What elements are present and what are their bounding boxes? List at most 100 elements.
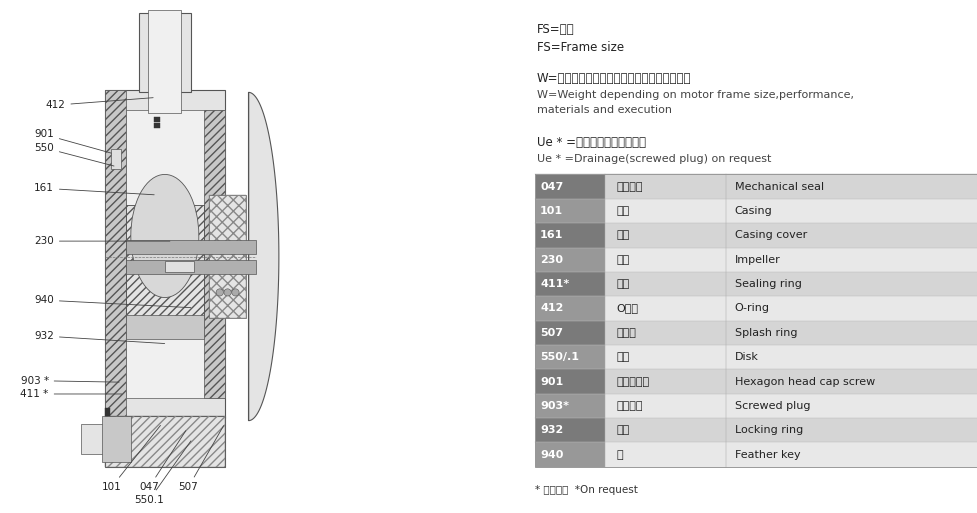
Bar [605, 174, 725, 199]
Bar [725, 418, 977, 442]
Bar [725, 199, 977, 223]
Bar [148, 10, 181, 113]
Text: 550.1: 550.1 [134, 441, 191, 505]
Text: 411 *: 411 * [21, 389, 121, 399]
Text: 550/.1: 550/.1 [539, 352, 578, 362]
Text: 901: 901 [34, 129, 111, 153]
Text: 旋轉環: 旋轉環 [616, 328, 636, 338]
Bar [105, 416, 225, 467]
Bar [534, 345, 605, 369]
Bar [534, 394, 605, 418]
Ellipse shape [131, 174, 198, 298]
Bar [125, 315, 204, 339]
Bar [534, 272, 605, 296]
Bar [111, 149, 121, 169]
Text: Splash ring: Splash ring [734, 328, 796, 338]
Text: 葉輪: 葉輪 [616, 255, 629, 265]
Bar [125, 205, 204, 318]
Text: Sealing ring: Sealing ring [734, 279, 801, 289]
Text: 411*: 411* [539, 279, 569, 289]
Text: Screwed plug: Screwed plug [734, 401, 809, 411]
Text: FS=Frame size: FS=Frame size [536, 41, 623, 54]
Text: FS=框號: FS=框號 [536, 23, 573, 36]
Text: 161: 161 [539, 230, 563, 240]
Text: 墊片: 墊片 [616, 352, 629, 362]
Text: 101: 101 [539, 206, 563, 216]
Bar [725, 321, 977, 345]
Text: 903 *: 903 * [21, 376, 119, 386]
Text: Ue * =Drainage(screwed plug) on request: Ue * =Drainage(screwed plug) on request [536, 154, 771, 164]
Text: Hexagon head cap screw: Hexagon head cap screw [734, 377, 874, 386]
Text: 047: 047 [139, 431, 186, 492]
Bar [534, 248, 605, 272]
Bar [534, 174, 977, 467]
Text: 047: 047 [539, 182, 563, 191]
Text: 機械軸封: 機械軸封 [616, 182, 642, 191]
Bar [105, 408, 109, 416]
Bar [139, 13, 191, 92]
Text: 940: 940 [34, 295, 191, 308]
Text: Mechanical seal: Mechanical seal [734, 182, 823, 191]
Bar [154, 123, 159, 128]
Text: 230: 230 [34, 236, 170, 246]
Ellipse shape [224, 289, 231, 296]
Bar [605, 321, 725, 345]
Text: Impeller: Impeller [734, 255, 780, 265]
Bar [125, 240, 256, 254]
Text: 412: 412 [539, 304, 563, 313]
Text: Locking ring: Locking ring [734, 425, 802, 435]
Text: 101: 101 [102, 425, 160, 492]
Text: 230: 230 [539, 255, 563, 265]
Bar [105, 90, 225, 418]
Text: Disk: Disk [734, 352, 758, 362]
Bar [725, 174, 977, 199]
Text: materials and execution: materials and execution [536, 105, 671, 115]
Text: O-ring: O-ring [734, 304, 769, 313]
Bar [534, 418, 605, 442]
Bar [125, 205, 204, 318]
Bar [605, 369, 725, 394]
Bar [165, 261, 193, 272]
Text: 六角頭螺絲: 六角頭螺絲 [616, 377, 649, 386]
Ellipse shape [232, 289, 238, 296]
Bar [725, 272, 977, 296]
Text: Casing: Casing [734, 206, 772, 216]
Bar [209, 195, 245, 318]
Bar [204, 110, 225, 398]
Bar [605, 248, 725, 272]
Text: 412: 412 [46, 97, 153, 110]
Text: Ue * =排水（螺栓）根據需求: Ue * =排水（螺栓）根據需求 [536, 136, 645, 149]
Bar [605, 345, 725, 369]
Bar [725, 442, 977, 467]
Bar [534, 442, 605, 467]
Text: Feather key: Feather key [734, 450, 799, 460]
Bar [605, 199, 725, 223]
Text: 550: 550 [34, 143, 114, 166]
Text: 卡環: 卡環 [616, 425, 629, 435]
Bar [725, 345, 977, 369]
Bar [725, 369, 977, 394]
Bar [605, 418, 725, 442]
Bar [154, 117, 159, 122]
Text: 螺紋旋塞: 螺紋旋塞 [616, 401, 642, 411]
Polygon shape [248, 92, 278, 421]
Text: W=重量，重量取決于馬達的框號，性能和材質: W=重量，重量取決于馬達的框號，性能和材質 [536, 72, 691, 85]
Bar [534, 199, 605, 223]
Bar [725, 394, 977, 418]
Bar [102, 416, 131, 462]
Text: W=Weight depending on motor frame size,performance,: W=Weight depending on motor frame size,p… [536, 90, 853, 100]
Text: * 依據需求  *On request: * 依據需求 *On request [534, 485, 637, 495]
Bar [725, 248, 977, 272]
Ellipse shape [216, 289, 223, 296]
Text: 901: 901 [539, 377, 563, 386]
Bar [125, 110, 225, 398]
Text: 鍵: 鍵 [616, 450, 622, 460]
Bar [725, 223, 977, 248]
Text: 泵蓋: 泵蓋 [616, 230, 629, 240]
Text: Casing cover: Casing cover [734, 230, 806, 240]
Text: 161: 161 [34, 183, 154, 195]
Bar [605, 297, 725, 321]
Text: O型環: O型環 [616, 304, 638, 313]
Bar [725, 297, 977, 321]
Bar [605, 442, 725, 467]
